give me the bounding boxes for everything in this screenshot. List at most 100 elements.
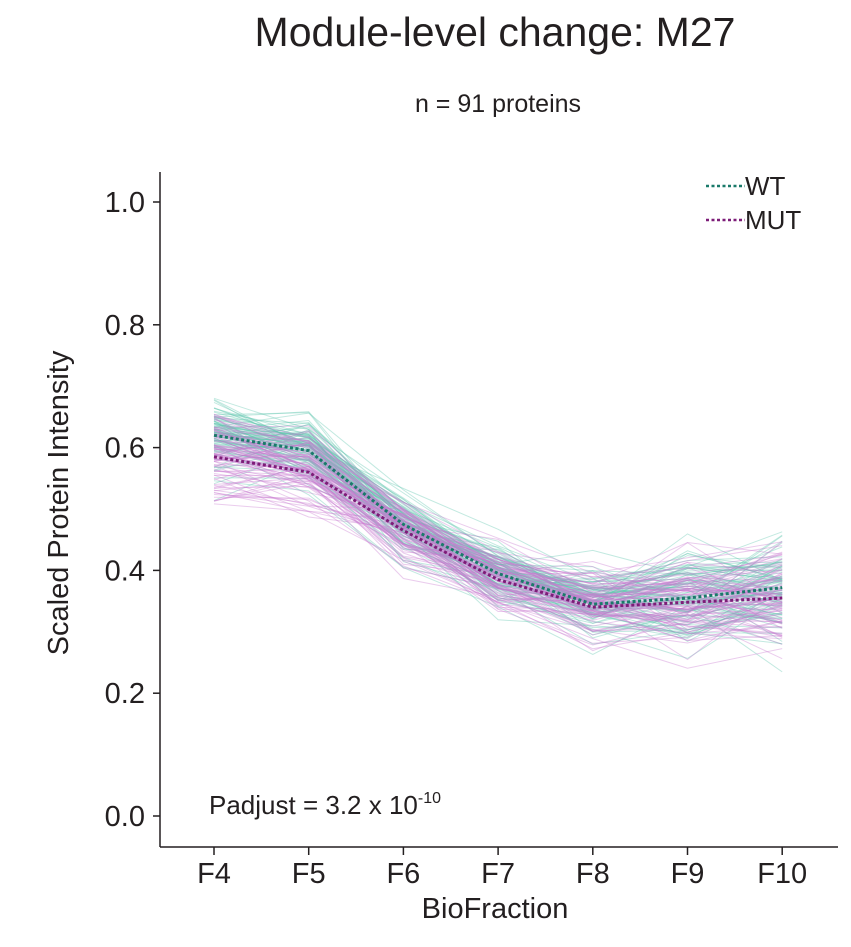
protein-line-mut	[213, 470, 783, 603]
protein-line-wt	[213, 431, 783, 621]
protein-line-wt	[213, 428, 783, 624]
protein-line-wt	[213, 439, 783, 637]
protein-line-wt	[213, 443, 783, 636]
protein-line-wt	[213, 449, 783, 613]
protein-line-mut	[213, 455, 783, 586]
protein-line-wt	[213, 480, 783, 631]
protein-line-mut	[213, 455, 783, 620]
protein-line-mut	[213, 464, 783, 618]
protein-line-wt	[213, 422, 783, 614]
protein-line-wt	[213, 439, 783, 591]
legend-label-mut: MUT	[745, 205, 801, 235]
protein-line-wt	[213, 444, 783, 673]
protein-line-mut	[213, 447, 783, 615]
protein-line-wt	[213, 419, 783, 604]
protein-line-wt	[213, 417, 783, 587]
protein-line-mut	[213, 439, 783, 601]
protein-line-wt	[213, 458, 783, 629]
protein-line-wt	[213, 430, 783, 613]
protein-line-mut	[213, 494, 783, 646]
protein-line-wt	[213, 418, 783, 618]
protein-line-mut	[213, 433, 783, 593]
protein-line-wt	[213, 407, 783, 611]
protein-line-mut	[213, 468, 783, 642]
y-tick-label: 0.6	[105, 433, 145, 465]
x-tick-label: F5	[292, 858, 326, 890]
y-axis-ticks: 0.0 0.2 0.4 0.6 0.8 1.0	[105, 187, 160, 833]
protein-line-wt	[213, 424, 783, 583]
protein-line-wt	[213, 435, 783, 603]
x-tick-label: F7	[481, 858, 515, 890]
protein-line-mut	[213, 425, 783, 585]
protein-line-mut	[213, 454, 783, 603]
protein-line-mut	[213, 440, 783, 604]
protein-line-wt	[213, 438, 783, 594]
protein-line-wt	[213, 411, 783, 603]
protein-line-mut	[213, 444, 783, 627]
x-tick-label: F10	[757, 858, 807, 890]
protein-line-mut	[213, 454, 783, 578]
protein-line-wt	[213, 438, 783, 619]
protein-line-wt	[213, 424, 783, 612]
padjust-exponent: -10	[418, 790, 441, 807]
chart-subtitle: n = 91 proteins	[415, 90, 581, 118]
protein-line-wt	[213, 437, 783, 583]
protein-line-wt	[213, 415, 783, 624]
protein-line-mut	[213, 436, 783, 602]
protein-line-wt	[213, 420, 783, 623]
protein-line-mut	[213, 477, 783, 631]
protein-line-mut	[213, 484, 783, 644]
padjust-annotation: Padjust = 3.2 x 10-10	[209, 790, 441, 820]
protein-line-wt	[213, 420, 783, 636]
protein-line-mut	[213, 446, 783, 610]
protein-line-mut	[213, 428, 783, 596]
protein-line-mut	[213, 461, 783, 604]
protein-line-wt	[213, 412, 783, 601]
x-axis-label: BioFraction	[422, 893, 569, 925]
protein-line-wt	[213, 407, 783, 604]
protein-line-mut	[213, 466, 783, 613]
protein-line-mut	[213, 482, 783, 669]
protein-line-wt	[213, 427, 783, 619]
protein-line-mut	[213, 460, 783, 632]
protein-line-wt	[213, 425, 783, 639]
protein-line-wt	[213, 440, 783, 585]
protein-line-wt	[213, 422, 783, 602]
series-line-mut	[213, 455, 783, 609]
protein-line-wt	[213, 423, 783, 595]
protein-line-mut	[213, 417, 783, 621]
y-tick-label: 0.0	[105, 801, 145, 833]
protein-line-mut	[213, 437, 783, 592]
protein-line-wt	[213, 450, 783, 629]
protein-line-wt	[213, 410, 783, 592]
protein-line-mut	[213, 465, 783, 610]
protein-line-wt	[213, 432, 783, 597]
protein-line-mut	[213, 417, 783, 599]
mean-lines	[213, 433, 783, 609]
individual-protein-lines	[213, 397, 783, 673]
protein-line-wt	[213, 432, 783, 645]
protein-line-mut	[213, 470, 783, 621]
protein-line-wt	[213, 446, 783, 619]
protein-line-mut	[213, 455, 783, 624]
protein-line-mut	[213, 413, 783, 584]
protein-line-mut	[213, 444, 783, 629]
protein-line-mut	[213, 426, 783, 621]
protein-line-mut	[213, 480, 783, 660]
legend: WT MUT	[706, 171, 801, 235]
protein-line-mut	[213, 431, 783, 609]
protein-line-wt	[213, 399, 783, 642]
protein-line-wt	[213, 477, 783, 602]
protein-line-wt	[213, 412, 783, 599]
protein-line-mut	[213, 465, 783, 611]
protein-line-wt	[213, 422, 783, 601]
x-tick-label: F6	[386, 858, 420, 890]
protein-line-mut	[213, 475, 783, 610]
protein-line-wt	[213, 428, 783, 633]
protein-line-wt	[213, 440, 783, 620]
protein-line-wt	[213, 444, 783, 645]
protein-line-wt	[213, 446, 783, 603]
legend-label-wt: WT	[745, 171, 786, 201]
y-tick-label: 0.2	[105, 678, 145, 710]
protein-line-mut	[213, 468, 783, 638]
